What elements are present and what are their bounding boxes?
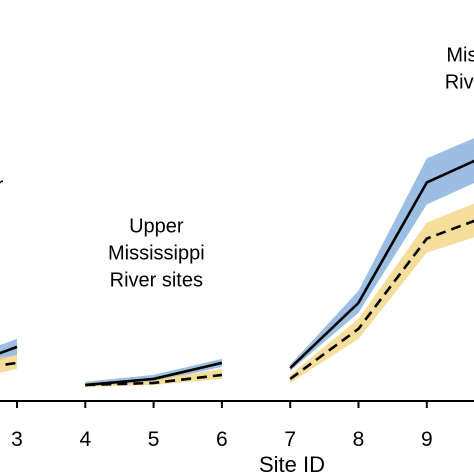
x-axis-ticks: 3 4 5 6 7 8 9 <box>11 401 433 451</box>
annotation-3-line-1: Missou <box>446 45 474 67</box>
x-tick-label-3: 3 <box>11 428 23 451</box>
x-tick-label-8: 8 <box>353 428 365 451</box>
line-solid-group-3 <box>289 159 474 370</box>
annotation-3: Missou River si <box>445 45 474 94</box>
annotation-3-line-2: River si <box>445 72 474 94</box>
x-tick-label-4: 4 <box>79 428 91 451</box>
annotation-1: r <box>0 174 4 196</box>
region-annotations: r Upper Mississippi River sites Missou River … <box>0 45 474 292</box>
line-dashed-group-1 <box>0 361 18 367</box>
annotation-2: Upper Mississippi River sites <box>108 216 205 292</box>
x-tick-label-6: 6 <box>216 428 228 451</box>
x-tick-label-5: 5 <box>148 428 160 451</box>
line-solid-group-2 <box>85 361 223 387</box>
x-axis-title: Site ID <box>259 452 325 474</box>
x-tick-label-7: 7 <box>284 428 296 451</box>
band-dashed-group-3 <box>290 203 474 383</box>
annotation-2-line-2: Mississippi <box>108 243 205 265</box>
x-tick-label-9: 9 <box>421 428 433 451</box>
annotation-1-line-1: r <box>0 174 4 196</box>
annotation-2-line-1: Upper <box>129 216 184 238</box>
confidence-bands <box>0 138 474 387</box>
line-solid-group-1 <box>0 345 18 355</box>
line-dashed-group-2 <box>85 373 223 387</box>
band-solid-group-3 <box>290 138 474 371</box>
series-lines <box>0 159 474 387</box>
band-solid-group-2 <box>85 358 222 387</box>
annotation-2-line-3: River sites <box>110 270 203 292</box>
